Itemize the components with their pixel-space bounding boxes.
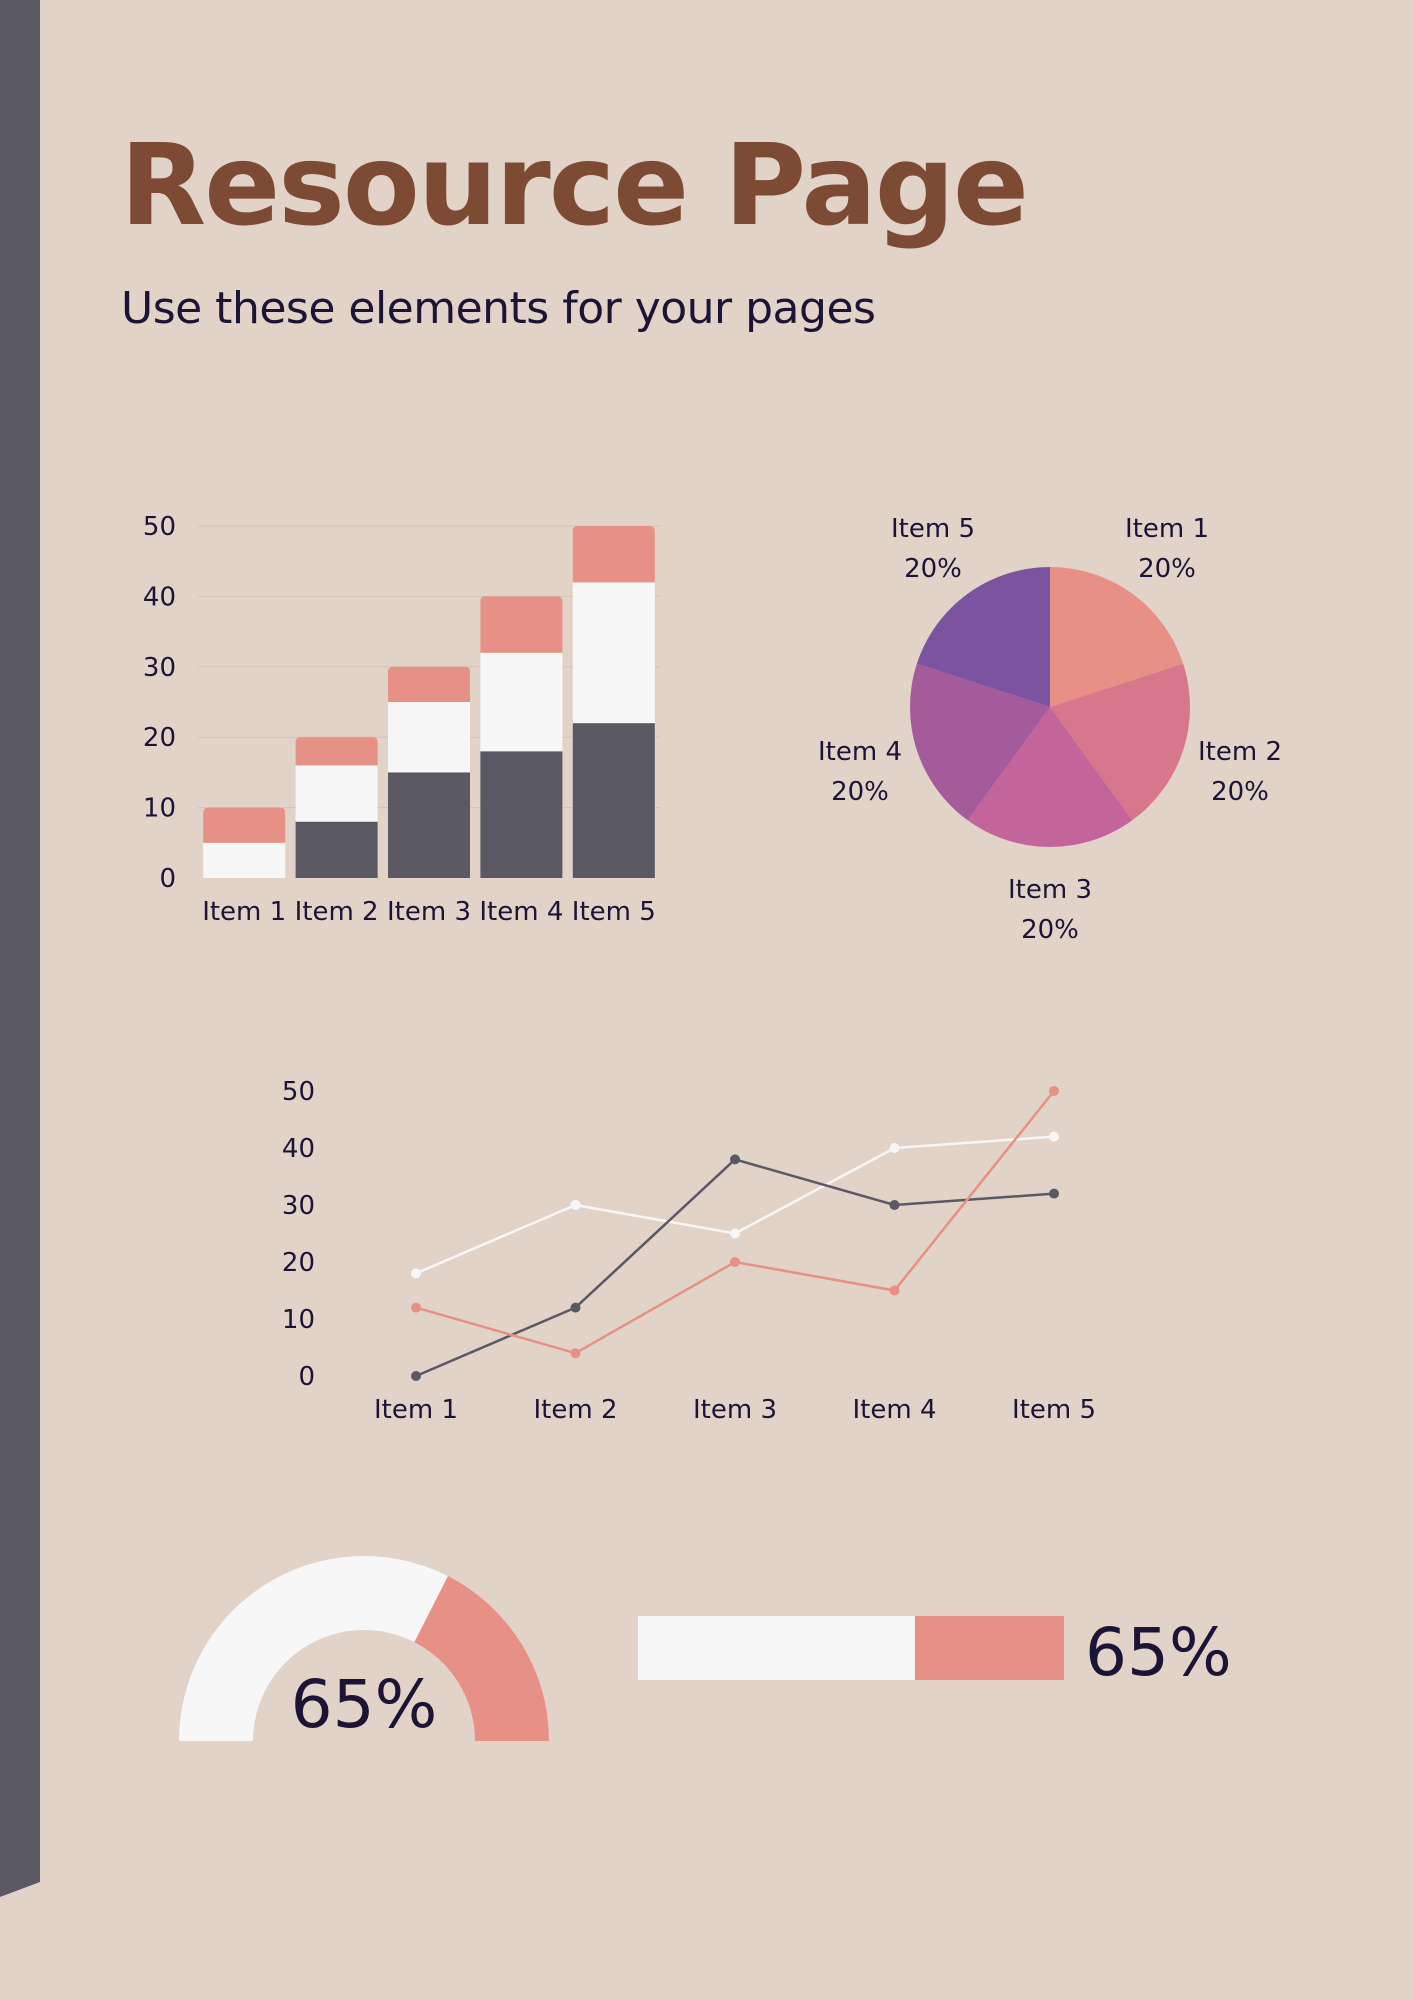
line-point (570, 1200, 581, 1210)
bar-x-tick-label: Item 5 (572, 897, 656, 927)
page-subtitle: Use these elements for your pages (121, 283, 876, 334)
pie-slice (1050, 567, 1184, 707)
bar-segment (203, 807, 286, 843)
line-point (730, 1228, 740, 1239)
bar-segment (480, 596, 563, 653)
bar-segment (388, 666, 470, 702)
line-point (730, 1257, 740, 1267)
bar-segment (295, 821, 378, 878)
bar-y-tick-label: 40 (143, 582, 176, 612)
pie-slice-label: Item 2 (1198, 737, 1282, 767)
pie-slice-label: Item 5 (891, 514, 975, 544)
pie-slice (910, 663, 1050, 821)
bar-segment (480, 751, 563, 878)
bar-segment (388, 702, 470, 773)
bar-y-tick-label: 30 (143, 653, 176, 683)
bar-segment (295, 737, 378, 766)
line-x-tick-label: Item 1 (374, 1395, 458, 1425)
pie-slice (967, 707, 1133, 847)
pie-slice (1050, 663, 1190, 821)
line-point (570, 1302, 581, 1313)
line-x-tick-label: Item 5 (1012, 1395, 1096, 1425)
gauge-fill (414, 1576, 549, 1741)
line-y-tick-label: 20 (282, 1248, 315, 1278)
line-point (411, 1268, 421, 1279)
line-x-tick-label: Item 2 (534, 1395, 618, 1425)
bar-x-tick-label: Item 2 (295, 897, 379, 927)
pie-slice-percent: 20% (904, 554, 962, 584)
line-y-tick-label: 40 (282, 1134, 315, 1164)
bar-segment (295, 765, 378, 822)
bar-segment (572, 526, 655, 583)
bar-y-tick-label: 20 (143, 723, 176, 753)
pie-slice-percent: 20% (1138, 554, 1196, 584)
bar-segment (572, 582, 655, 724)
line-point (889, 1143, 900, 1153)
line-y-tick-label: 30 (282, 1191, 315, 1221)
pie-slice-label: Item 4 (818, 737, 902, 767)
pie-slice-percent: 20% (831, 777, 889, 807)
bar-x-tick-label: Item 4 (479, 897, 563, 927)
line-y-tick-label: 0 (298, 1362, 315, 1392)
progress-value-label: 65% (1085, 1614, 1232, 1691)
bar-segment (480, 652, 563, 752)
line-point (1049, 1188, 1059, 1199)
page-title: Resource Page (120, 121, 1029, 251)
gauge-value-label: 65% (291, 1666, 438, 1743)
bar-y-tick-label: 50 (143, 512, 176, 542)
gauge-track (179, 1556, 448, 1741)
pie-slice-label: Item 3 (1008, 875, 1092, 905)
line-point (1049, 1086, 1059, 1096)
bar-segment (572, 723, 655, 878)
line-point (889, 1285, 900, 1296)
line-point (411, 1302, 421, 1313)
line-point (1049, 1131, 1059, 1142)
line-point (411, 1371, 421, 1381)
side-strip-shape (0, 0, 40, 1897)
line-y-tick-label: 50 (282, 1077, 315, 1107)
pie-slice-label: Item 1 (1125, 514, 1209, 544)
line-point (570, 1348, 581, 1359)
bar-x-tick-label: Item 3 (387, 897, 471, 927)
bar-y-tick-label: 0 (159, 864, 176, 894)
bar-x-tick-label: Item 1 (202, 897, 286, 927)
line-x-tick-label: Item 4 (853, 1395, 937, 1425)
side-strip (0, 0, 40, 1897)
pie-slice (916, 567, 1050, 707)
line-x-tick-label: Item 3 (693, 1395, 777, 1425)
bar-segment (203, 842, 286, 878)
progress-fill (914, 1616, 1064, 1680)
bar-y-tick-label: 10 (143, 794, 176, 824)
pie-slice-percent: 20% (1211, 777, 1269, 807)
line-point (889, 1200, 900, 1210)
line-y-tick-label: 10 (282, 1305, 315, 1335)
progress-track (638, 1616, 915, 1680)
pie-slice-percent: 20% (1021, 915, 1079, 945)
bar-segment (388, 772, 470, 878)
line-point (730, 1154, 740, 1165)
